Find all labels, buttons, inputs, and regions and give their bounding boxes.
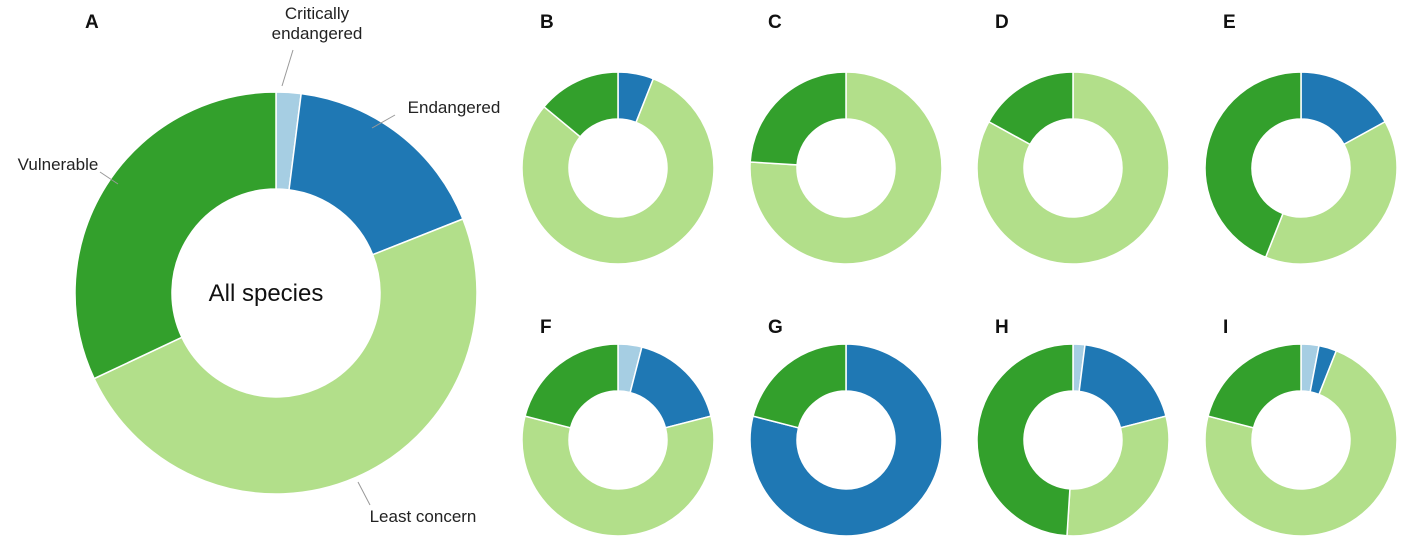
donut-slice: [1067, 416, 1169, 536]
panel-letter: F: [540, 317, 552, 338]
donut-slice: [750, 72, 846, 165]
donut-slice: [75, 92, 276, 379]
donut-slice: [522, 416, 714, 536]
category-label: Least concern: [355, 507, 491, 527]
donut-slice: [630, 347, 711, 428]
panel-letter: G: [768, 317, 783, 338]
category-label: Vulnerable: [4, 155, 112, 175]
panel-letter: I: [1223, 317, 1228, 338]
panel-letter: C: [768, 12, 782, 33]
panel-letter: B: [540, 12, 554, 33]
donut-slice: [1208, 344, 1301, 428]
panel-letter: A: [85, 12, 99, 33]
leader-line: [282, 50, 293, 86]
chart: A All species B C D E F G H I: [0, 0, 1404, 540]
category-label: Endangered: [392, 98, 516, 118]
panel-letter: D: [995, 12, 1009, 33]
donut-slice: [1079, 345, 1166, 428]
figure: A All species B C D E F G H I Critically endanger…: [0, 0, 1404, 540]
donut-slice: [977, 344, 1073, 536]
panel-letter: H: [995, 317, 1009, 338]
donut-slice: [525, 344, 618, 428]
donut-slice: [1266, 122, 1397, 264]
center-label: All species: [209, 280, 324, 307]
leader-line: [358, 482, 370, 505]
category-label: Critically endangered: [262, 4, 372, 44]
panel-letter: E: [1223, 12, 1236, 33]
donut-slice: [753, 344, 846, 428]
